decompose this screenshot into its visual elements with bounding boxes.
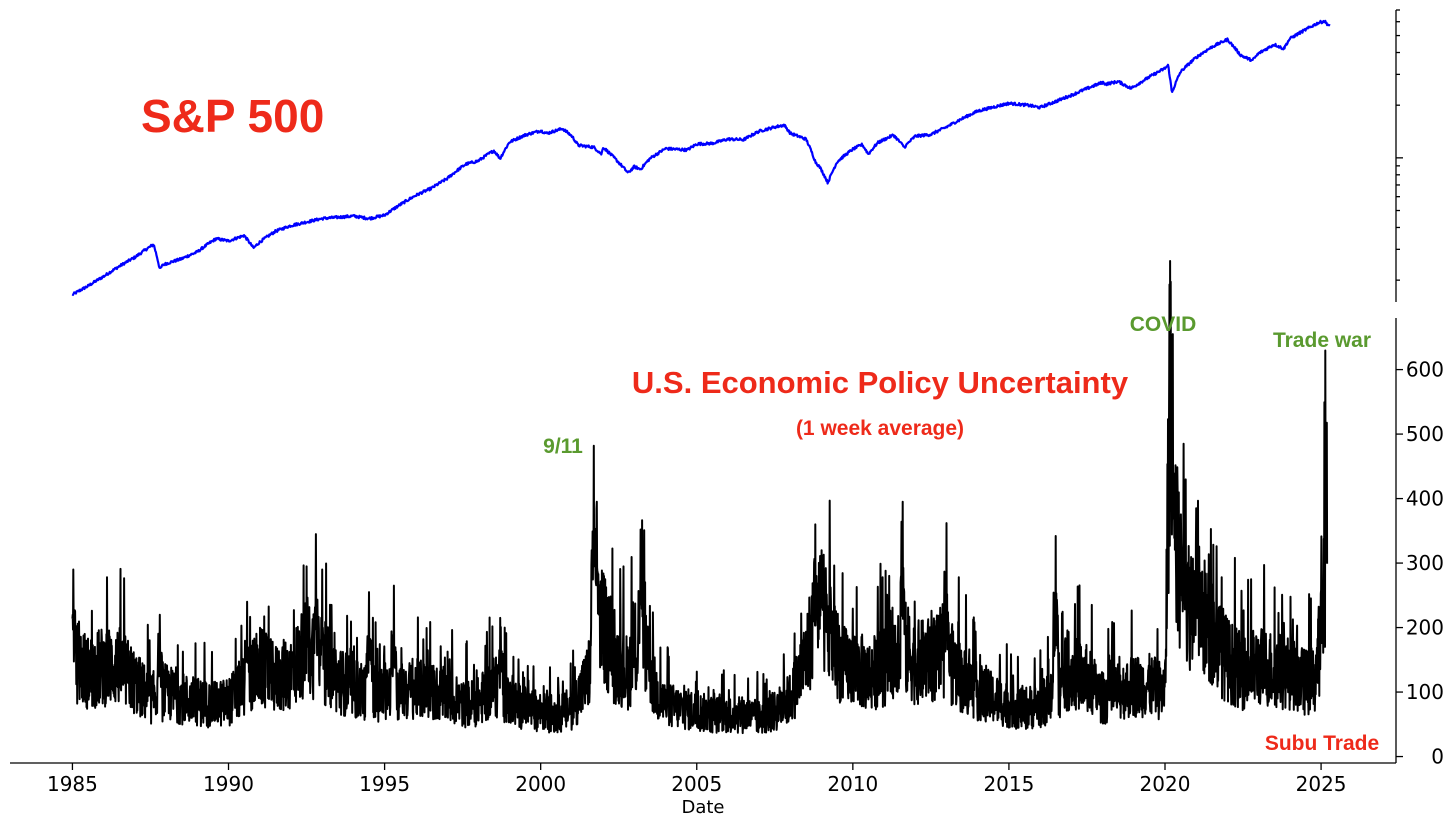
x-tick-label: 1990: [203, 772, 254, 796]
watermark-subu-trade: Subu Trade: [1265, 732, 1379, 755]
y-tick-label: 200: [1406, 616, 1444, 640]
y-tick-label: 0: [1431, 745, 1444, 769]
sp500-title: S&P 500: [141, 90, 324, 142]
x-tick-label: 2000: [515, 772, 566, 796]
x-tick-label: 2025: [1296, 772, 1347, 796]
y-tick-label: 400: [1406, 487, 1444, 511]
y-tick-label: 600: [1406, 358, 1444, 382]
x-tick-label: 2020: [1140, 772, 1191, 796]
sp500-y-ticks: [1396, 9, 1403, 281]
y-tick-label: 100: [1406, 680, 1444, 704]
annotation-trade-war: Trade war: [1273, 329, 1371, 352]
x-tick-label: 1985: [47, 772, 98, 796]
y-tick-label: 500: [1406, 422, 1444, 446]
epu-y-ticks: 0 100 200 300 400 500 600: [1396, 358, 1444, 769]
epu-title: U.S. Economic Policy Uncertainty: [632, 365, 1129, 400]
epu-subtitle: (1 week average): [796, 417, 964, 440]
epu-panel: 0 100 200 300 400 500 600 1985 1990 1995 2000 2005…: [10, 260, 1444, 818]
epu-x-ticks: 1985 1990 1995 2000 2005 2010 2015 2020 2025: [47, 763, 1347, 796]
annotation-9-11: 9/11: [543, 435, 583, 458]
epu-line: [71, 260, 1329, 735]
x-tick-label: 2010: [827, 772, 878, 796]
annotation-covid: COVID: [1130, 313, 1197, 336]
x-tick-label: 1995: [359, 772, 410, 796]
x-axis-label: Date: [681, 797, 724, 818]
x-tick-label: 2015: [983, 772, 1034, 796]
y-tick-label: 300: [1406, 551, 1444, 575]
x-tick-label: 2005: [671, 772, 722, 796]
sp500-panel: S&P 500: [71, 9, 1403, 302]
sp500-line: [71, 19, 1331, 296]
